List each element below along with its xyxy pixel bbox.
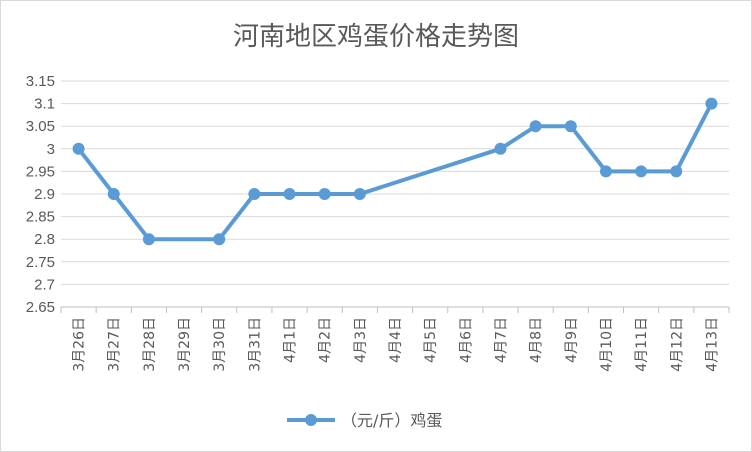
x-tick-label: 4月2日	[318, 317, 334, 363]
y-tick-label: 3.1	[34, 96, 55, 113]
y-axis-ticks: 2.65 2.7 2.75 2.8 2.85 2.9 2.95 3 3.05 3.1 3.15	[26, 73, 55, 316]
y-tick-label: 2.75	[26, 254, 55, 271]
data-point	[564, 120, 577, 133]
x-axis-ticks: 3月26日 3月27日 3月28日 3月29日 3月30日 3月31日 4月1日 4月2日 4月…	[60, 307, 730, 372]
data-point	[353, 188, 366, 200]
legend: （元/斤）鸡蛋	[287, 411, 442, 430]
x-tick-label: 3月27日	[107, 317, 123, 372]
y-tick-label: 2.95	[26, 163, 55, 180]
x-tick-label: 4月4日	[388, 317, 404, 363]
x-tick-label: 4月8日	[529, 317, 545, 363]
data-point	[705, 97, 718, 110]
y-tick-label: 2.7	[34, 276, 55, 293]
y-tick-label: 3.15	[26, 73, 55, 90]
y-tick-label: 2.65	[26, 299, 55, 316]
legend-label: （元/斤）鸡蛋	[341, 411, 442, 430]
data-point	[248, 188, 261, 200]
x-tick-label: 3月28日	[142, 317, 158, 372]
x-tick-label: 4月5日	[423, 317, 439, 363]
legend-marker	[305, 414, 317, 426]
gridlines	[61, 80, 729, 308]
x-tick-label: 3月29日	[177, 317, 193, 372]
y-tick-label: 3	[47, 141, 55, 158]
x-tick-label: 4月6日	[458, 317, 474, 363]
y-tick-label: 2.9	[34, 186, 55, 203]
data-point	[142, 233, 155, 246]
data-point	[72, 142, 85, 155]
x-tick-label: 4月1日	[283, 317, 299, 363]
data-point	[283, 188, 296, 200]
x-tick-label: 4月3日	[353, 317, 369, 363]
data-point	[494, 142, 507, 155]
x-tick-label: 4月11日	[634, 317, 650, 372]
data-point	[318, 188, 331, 200]
chart-title: 河南地区鸡蛋价格走势图	[233, 22, 519, 52]
x-tick-label: 4月13日	[704, 317, 720, 372]
data-point	[529, 120, 542, 133]
x-tick-label: 4月12日	[669, 317, 685, 372]
series-points	[72, 97, 718, 246]
x-tick-label: 4月9日	[564, 317, 580, 363]
y-tick-label: 3.05	[26, 118, 55, 135]
data-point	[107, 188, 120, 200]
data-point	[635, 165, 648, 178]
x-tick-label: 4月7日	[493, 317, 509, 363]
x-tick-label: 4月10日	[599, 317, 615, 372]
y-tick-label: 2.85	[26, 209, 55, 226]
data-point	[599, 165, 612, 178]
x-tick-label: 3月26日	[72, 317, 88, 372]
y-tick-label: 2.8	[34, 231, 55, 248]
x-tick-label: 3月31日	[247, 317, 263, 372]
data-point	[213, 233, 226, 246]
data-point	[670, 165, 683, 178]
x-tick-label: 3月30日	[212, 317, 228, 372]
